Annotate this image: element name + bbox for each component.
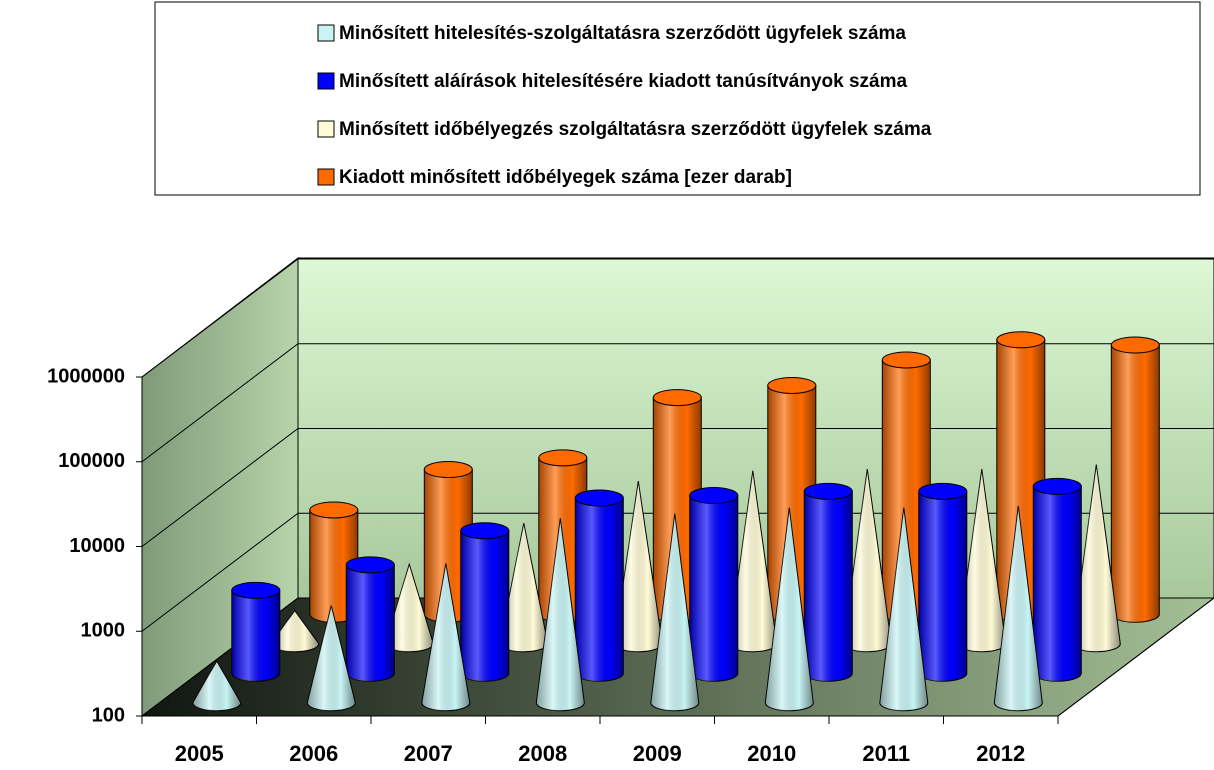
x-tick-label: 2011: [862, 741, 910, 766]
x-tick-label: 2009: [633, 741, 682, 766]
x-tick-label: 2012: [976, 741, 1025, 766]
x-tick-label: 2006: [289, 741, 338, 766]
cylinder-top: [918, 482, 968, 500]
y-tick-label: 10000: [69, 535, 125, 557]
cone-shade: [614, 481, 663, 652]
cylinder-top: [1110, 336, 1160, 354]
cone-shade: [536, 518, 585, 711]
cylinder-shade: [689, 495, 738, 682]
cylinder-shade: [346, 564, 395, 682]
cylinder-top: [231, 581, 281, 599]
legend-label: Minősített hitelesítés-szolgáltatásra sz…: [339, 23, 906, 44]
cylinder-top: [309, 501, 359, 519]
cone-shade: [270, 610, 319, 652]
y-tick-label: 100: [92, 704, 125, 726]
cylinder-top: [538, 449, 588, 467]
cylinder-top: [881, 351, 931, 369]
grid-line: [141, 343, 1214, 463]
cone-shade: [728, 470, 777, 652]
cone-shade: [879, 507, 928, 711]
cylinder-shade: [804, 491, 853, 682]
cylinder-shade: [918, 491, 967, 682]
cylinder-top: [345, 556, 395, 574]
cone-shade: [499, 523, 548, 652]
cone-shade: [1072, 464, 1121, 652]
y-tick-label: 100000: [58, 450, 125, 472]
y-tick-label: 1000: [81, 620, 126, 642]
cylinder-shade: [460, 530, 509, 682]
grid-line: [141, 258, 1214, 378]
legend-swatch: [317, 168, 335, 186]
cylinder-top: [767, 376, 817, 394]
x-tick-label: 2005: [175, 741, 224, 766]
cone-shade: [650, 513, 699, 711]
legend-label: Minősített időbélyegzés szolgáltatásra s…: [339, 119, 932, 140]
floor-edge: [1057, 597, 1214, 717]
legend-swatch: [317, 24, 335, 42]
legend-label: Minősített aláírások hitelesítésére kiad…: [339, 71, 908, 92]
cone-shade: [843, 469, 892, 652]
cylinder-top: [423, 461, 473, 479]
cylinder-top: [460, 522, 510, 540]
y-tick-label: 1000000: [47, 365, 125, 387]
cylinder-top: [689, 487, 739, 505]
cone-shade: [192, 661, 241, 711]
cylinder-top: [803, 482, 853, 500]
x-tick-label: 2007: [404, 741, 453, 766]
x-tick-label: 2010: [747, 741, 796, 766]
legend-swatch: [317, 120, 335, 138]
cylinder-shade: [575, 497, 624, 682]
cylinder-shade: [231, 590, 280, 682]
cylinder-shade: [1033, 486, 1082, 682]
cone-shade: [994, 505, 1043, 711]
cylinder-top: [996, 331, 1046, 349]
x-tick-label: 2008: [518, 741, 567, 766]
legend-label: Kiadott minősített időbélyegek száma [ez…: [339, 167, 792, 188]
cone-shade: [385, 564, 434, 652]
cone-shade: [307, 605, 356, 711]
cylinder-top: [1032, 477, 1082, 495]
cone-shade: [957, 469, 1006, 652]
cylinder-top: [652, 389, 702, 407]
cone-shade: [421, 563, 470, 711]
cylinder-shade: [1111, 345, 1160, 623]
cone-shade: [765, 507, 814, 711]
cylinder-top: [574, 489, 624, 507]
legend-swatch: [317, 72, 335, 90]
